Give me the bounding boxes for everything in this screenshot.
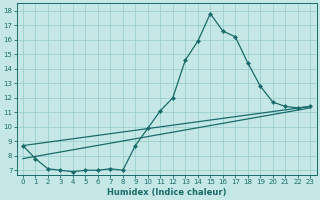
X-axis label: Humidex (Indice chaleur): Humidex (Indice chaleur)	[107, 188, 226, 197]
